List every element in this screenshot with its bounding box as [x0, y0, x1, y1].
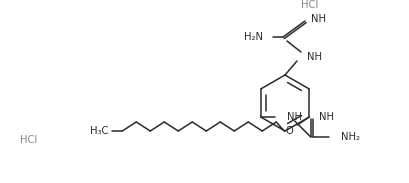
- Text: NH: NH: [306, 52, 321, 62]
- Text: HCl: HCl: [300, 0, 317, 10]
- Text: H₃C: H₃C: [90, 126, 108, 136]
- Text: O: O: [285, 126, 292, 136]
- Text: HCl: HCl: [20, 135, 37, 145]
- Text: NH: NH: [286, 112, 301, 122]
- Text: NH: NH: [310, 14, 325, 24]
- Text: H₂N: H₂N: [243, 32, 262, 42]
- Text: NH: NH: [318, 112, 333, 122]
- Text: NH₂: NH₂: [340, 132, 359, 142]
